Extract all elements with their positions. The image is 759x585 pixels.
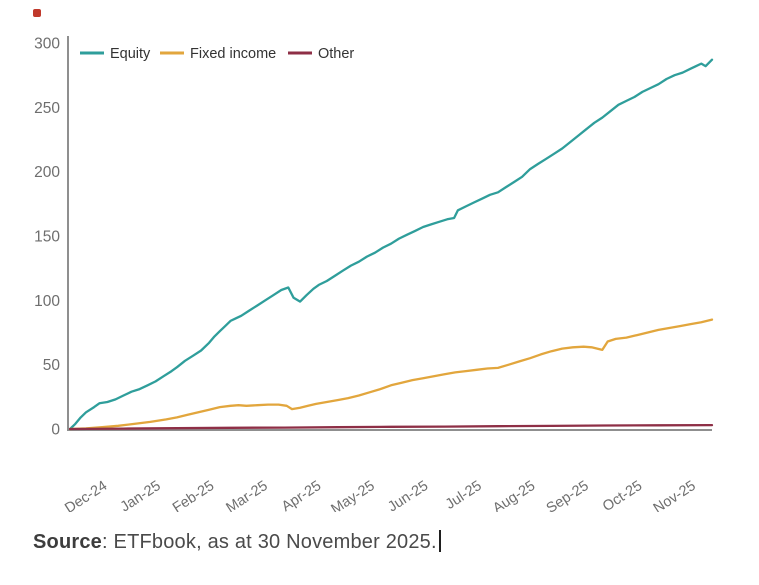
x-tick-label: Jan-25 <box>118 478 164 512</box>
source-note: Source: ETFbook, as at 30 November 2025. <box>33 530 441 554</box>
legend-label-equity: Equity <box>110 46 151 62</box>
text-caret <box>438 530 441 552</box>
x-tick-label: Jul-25 <box>443 478 485 512</box>
x-tick-label: Mar-25 <box>223 478 270 512</box>
x-tick-label: Oct-25 <box>600 478 645 512</box>
series-line-other <box>68 423 714 431</box>
source-note-prefix: Source <box>33 531 103 553</box>
x-tick-label: Feb-25 <box>170 478 217 512</box>
x-tick-label: Sep-25 <box>544 478 592 512</box>
x-tick-label: Apr-25 <box>279 478 324 512</box>
y-tick-label: 250 <box>34 100 60 117</box>
series-line-fixed-income <box>68 318 714 431</box>
legend-label-fixed-income: Fixed income <box>190 46 276 62</box>
x-tick-label: May-25 <box>328 478 377 512</box>
x-tick-label: Nov-25 <box>651 478 699 512</box>
line-chart: 0 50 100 150 200 250 300 Dec-24 Jan-25 Feb-25 Mar-… <box>34 36 714 518</box>
red-dot-marker <box>33 9 41 17</box>
y-tick-label: 200 <box>34 164 60 181</box>
legend-label-other: Other <box>318 46 354 62</box>
x-tick-label: Aug-25 <box>490 478 538 512</box>
series-line-equity <box>68 58 714 431</box>
y-tick-label: 0 <box>51 422 60 439</box>
y-tick-label: 150 <box>34 229 60 246</box>
x-tick-label: Dec-24 <box>62 478 110 512</box>
chart-canvas: 0 50 100 150 200 250 300 Dec-24 Jan-25 Feb-25 Mar-… <box>34 36 714 518</box>
x-tick-label: Jun-25 <box>385 478 431 512</box>
y-tick-label: 100 <box>34 293 60 310</box>
y-tick-label: 50 <box>43 357 61 374</box>
y-tick-label: 300 <box>34 36 60 53</box>
source-note-text: : ETFbook, as at 30 November 2025. <box>102 531 437 553</box>
